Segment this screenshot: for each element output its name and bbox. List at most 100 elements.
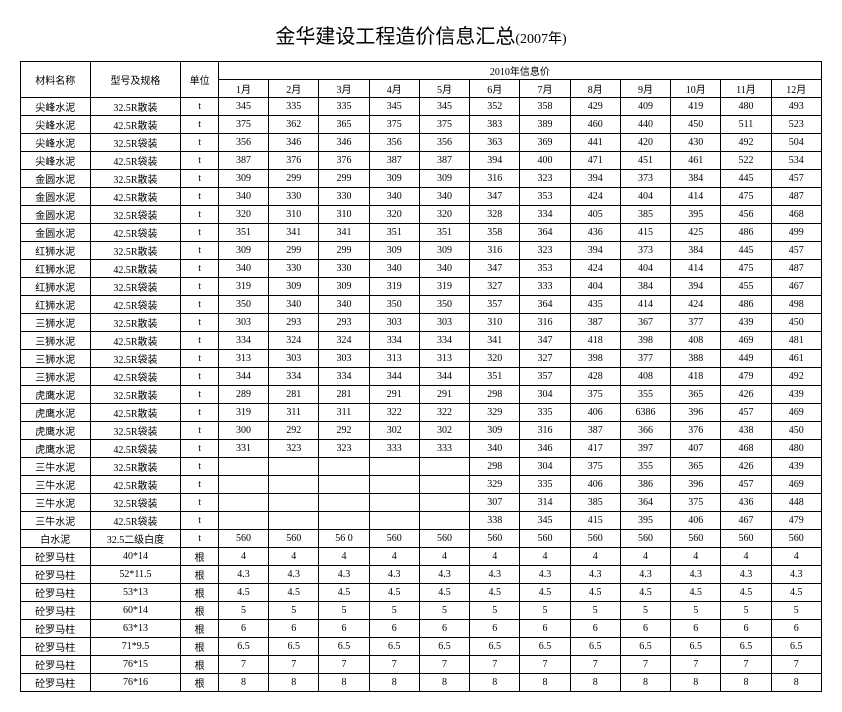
cell-value: 387	[419, 152, 469, 170]
cell-value: 345	[419, 98, 469, 116]
cell-spec: 40*14	[90, 548, 181, 566]
cell-spec: 42.5R袋装	[90, 152, 181, 170]
cell-value: 375	[570, 386, 620, 404]
cell-value: 386	[620, 476, 670, 494]
cell-value: 4.5	[570, 584, 620, 602]
cell-value: 376	[319, 152, 369, 170]
table-row: 砼罗马柱52*11.5根4.34.34.34.34.34.34.34.34.34…	[21, 566, 822, 584]
cell-value: 4	[570, 548, 620, 566]
cell-value: 323	[269, 440, 319, 458]
cell-value: 365	[319, 116, 369, 134]
cell-value: 341	[470, 332, 520, 350]
cell-value: 316	[470, 242, 520, 260]
cell-value: 4	[419, 548, 469, 566]
table-row: 三牛水泥32.5R袋装t307314385364375436448	[21, 494, 822, 512]
cell-value: 299	[269, 242, 319, 260]
cell-value: 351	[419, 224, 469, 242]
table-row: 尖峰水泥32.5R袋装t3563463463563563633694414204…	[21, 134, 822, 152]
cell-value: 6.5	[721, 638, 771, 656]
cell-value: 7	[319, 656, 369, 674]
cell-value: 394	[470, 152, 520, 170]
cell-value: 350	[369, 296, 419, 314]
cell-value: 436	[721, 494, 771, 512]
cell-value: 303	[218, 314, 268, 332]
col-header-name: 材料名称	[21, 62, 91, 98]
cell-value: 8	[419, 674, 469, 692]
cell-value: 450	[671, 116, 721, 134]
table-row: 虎鹰水泥32.5R散装t2892812812912912983043753553…	[21, 386, 822, 404]
cell-value: 322	[369, 404, 419, 422]
table-row: 砼罗马柱76*16根888888888888	[21, 674, 822, 692]
cell-value: 468	[721, 440, 771, 458]
cell-unit: t	[181, 170, 218, 188]
table-row: 尖峰水泥42.5R袋装t3873763763873873944004714514…	[21, 152, 822, 170]
cell-value: 4.3	[419, 566, 469, 584]
cell-value: 322	[419, 404, 469, 422]
table-body: 尖峰水泥32.5R散装t3453353353453453523584294094…	[21, 98, 822, 692]
cell-value: 367	[620, 314, 670, 332]
cell-value: 303	[269, 350, 319, 368]
cell-value: 560	[620, 530, 670, 548]
cell-value: 4.5	[520, 584, 570, 602]
cell-value: 404	[570, 278, 620, 296]
cell-value: 5	[620, 602, 670, 620]
cell-value: 335	[269, 98, 319, 116]
cell-value: 347	[470, 188, 520, 206]
cell-spec: 42.5R散装	[90, 260, 181, 278]
cell-value: 6	[620, 620, 670, 638]
table-row: 金圆水泥32.5R散装t3092992993093093163233943733…	[21, 170, 822, 188]
cell-value: 7	[520, 656, 570, 674]
cell-value: 293	[319, 314, 369, 332]
cell-unit: 根	[181, 674, 218, 692]
cell-name: 三牛水泥	[21, 476, 91, 494]
cell-value: 302	[419, 422, 469, 440]
cell-value: 330	[319, 260, 369, 278]
cell-value: 493	[771, 98, 821, 116]
cell-value: 328	[470, 206, 520, 224]
cell-value: 320	[369, 206, 419, 224]
cell-name: 白水泥	[21, 530, 91, 548]
cell-value: 450	[771, 314, 821, 332]
cell-value: 5	[269, 602, 319, 620]
cell-value: 309	[369, 242, 419, 260]
cell-value: 414	[620, 296, 670, 314]
cell-value: 499	[771, 224, 821, 242]
col-header-month: 12月	[771, 80, 821, 98]
table-row: 红狮水泥32.5R袋装t3193093093193193273334043843…	[21, 278, 822, 296]
cell-value: 355	[620, 386, 670, 404]
cell-value: 299	[319, 242, 369, 260]
cell-value: 4.5	[470, 584, 520, 602]
cell-unit: t	[181, 494, 218, 512]
cell-value: 385	[570, 494, 620, 512]
cell-value: 293	[269, 314, 319, 332]
cell-value: 5	[319, 602, 369, 620]
table-row: 虎鹰水泥42.5R袋装t3313233233333333403464173974…	[21, 440, 822, 458]
cell-value: 319	[218, 278, 268, 296]
cell-value: 4.5	[319, 584, 369, 602]
table-row: 尖峰水泥42.5R散装t3753623653753753833894604404…	[21, 116, 822, 134]
cell-value: 300	[218, 422, 268, 440]
cell-value: 298	[470, 386, 520, 404]
cell-name: 红狮水泥	[21, 296, 91, 314]
cell-value: 375	[369, 116, 419, 134]
cell-unit: t	[181, 152, 218, 170]
cell-value: 4.3	[269, 566, 319, 584]
cell-value: 6.5	[369, 638, 419, 656]
cell-value: 281	[319, 386, 369, 404]
cell-value: 366	[620, 422, 670, 440]
cell-value: 7	[671, 656, 721, 674]
cell-unit: t	[181, 476, 218, 494]
cell-value: 8	[319, 674, 369, 692]
cell-value: 523	[771, 116, 821, 134]
cell-value: 439	[721, 314, 771, 332]
table-row: 砼罗马柱63*13根666666666666	[21, 620, 822, 638]
cell-value: 7	[771, 656, 821, 674]
cell-value: 5	[520, 602, 570, 620]
cell-value: 4	[620, 548, 670, 566]
cell-value: 377	[671, 314, 721, 332]
cell-value: 479	[771, 512, 821, 530]
cell-value: 350	[218, 296, 268, 314]
cell-value: 387	[570, 422, 620, 440]
cell-value: 6	[721, 620, 771, 638]
cell-value: 394	[671, 278, 721, 296]
